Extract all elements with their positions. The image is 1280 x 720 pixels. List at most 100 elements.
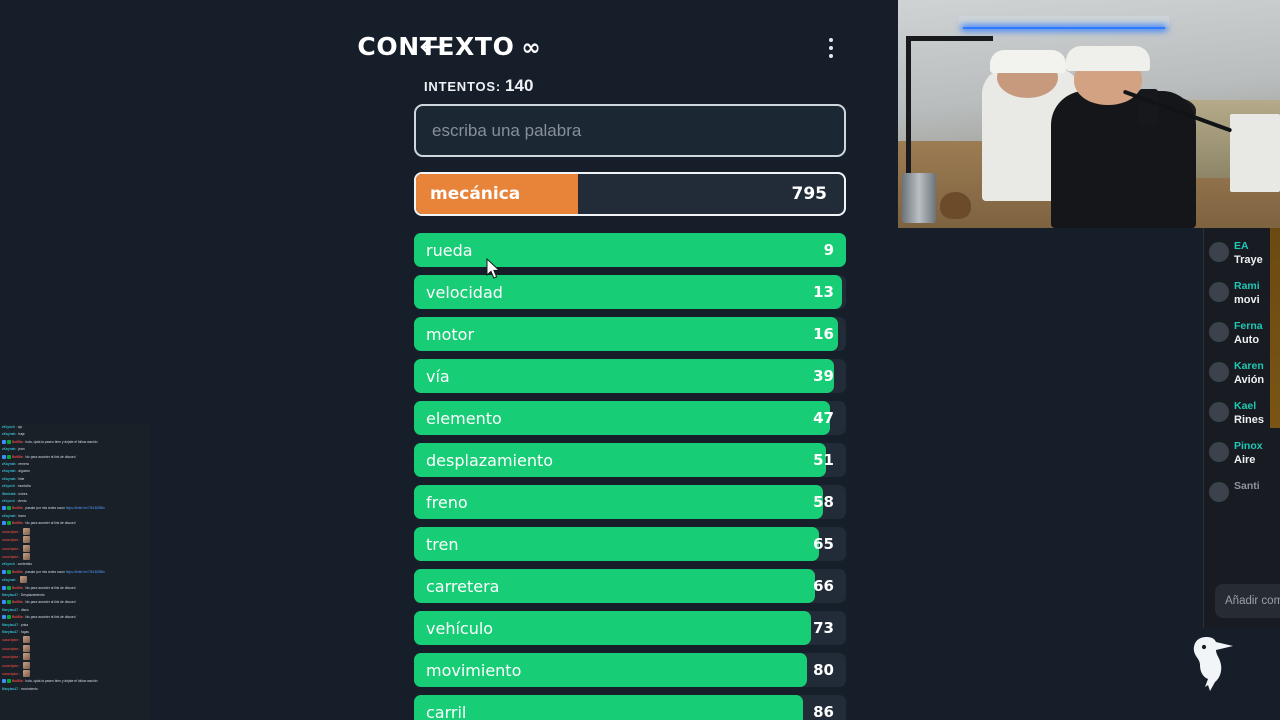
- chat-line-author: suscriptor: [2, 672, 19, 676]
- guess-row: carretera 66: [414, 569, 846, 603]
- chat-message-list: EA Traye Rami movi Ferna Auto Karen Avión Kael Ri…: [1204, 236, 1280, 516]
- toucan-logo-icon: [1186, 625, 1238, 700]
- guess-score: 39: [813, 367, 834, 385]
- search-input[interactable]: [416, 106, 844, 155]
- guess-score: 86: [813, 703, 834, 720]
- word-input-container[interactable]: [414, 104, 846, 157]
- current-guess-score: 795: [791, 184, 828, 204]
- chat-line: Marylau17 : movimiento: [2, 686, 38, 691]
- chat-emote-icon: [22, 670, 30, 677]
- chat-emote-icon: [22, 527, 30, 535]
- chat-line-author: suscriptor: [2, 638, 19, 643]
- chat-line-author: BotBla: [12, 585, 23, 590]
- chat-line: Marylau17 : Desplazamiento: [2, 592, 45, 597]
- page-title: CONTEXTO ∞: [0, 32, 898, 61]
- guess-score: 66: [813, 577, 834, 595]
- guess-word: desplazamiento: [426, 450, 554, 470]
- guess-word: carril: [426, 702, 467, 720]
- chat-line: suscriptor :: [0, 661, 150, 670]
- avatar: [1209, 242, 1229, 262]
- chat-highlight-bar: [1270, 228, 1280, 428]
- chat-line-text: ojo: [17, 425, 23, 429]
- kebab-menu-icon[interactable]: [822, 36, 840, 60]
- chat-line-author: BotBla: [12, 600, 23, 605]
- chat-line-author: zKrynch: [2, 425, 16, 429]
- chat-line: zKrynch : contenido: [2, 562, 33, 567]
- guess-bar: [414, 527, 819, 561]
- chat-line-text: algodon: [18, 469, 31, 474]
- chat-line-link[interactable]: https://linktr.ee/70t13D98tn: [65, 506, 105, 511]
- chat-line-author: zKrynch: [2, 499, 16, 504]
- guess-score: 47: [813, 409, 834, 427]
- chat-line-text: disco: [20, 607, 29, 612]
- chat-line-text: remera: [18, 462, 29, 467]
- chat-line-author: Marylau17: [2, 686, 19, 691]
- chat-line-author: Marylau17: [2, 629, 19, 634]
- stream-chat-overlay-left: zKrynch : ojo zKaynah : traje BotBla : hol…: [0, 424, 150, 720]
- chat-line-text: prisa: [20, 622, 29, 627]
- chat-text: Auto: [1234, 334, 1260, 346]
- chat-line-text: pasate por mis redes socio: [25, 569, 65, 574]
- guess-score: 16: [813, 325, 834, 343]
- attempts-counter: INTENTOS: 140: [424, 76, 533, 96]
- guess-bar: [414, 695, 803, 720]
- chat-emote-icon: [22, 644, 30, 652]
- chat-line-text: movimiento: [20, 686, 38, 691]
- current-guess-bar: [416, 174, 578, 214]
- chat-line-link[interactable]: https://linktr.ee/70t13D98tn: [65, 569, 105, 574]
- guess-row: elemento 47: [414, 401, 846, 435]
- chat-line-text: montaña: [17, 484, 31, 489]
- chat-line: BotBla : pasate por mis redes socio http…: [0, 569, 150, 576]
- chat-line-author: zKaynah: [2, 476, 16, 481]
- guess-bar: [414, 485, 823, 519]
- chat-emote-icon: [22, 552, 30, 560]
- chat-message: Karen Avión: [1204, 356, 1280, 396]
- app-title-text: CONTEXTO: [357, 32, 515, 61]
- chat-line-text: !dc para acceder al link de discord: [25, 600, 76, 605]
- chat-line-text: contenido: [17, 562, 33, 567]
- chat-emote-icon: [22, 653, 30, 661]
- chat-author: Karen: [1234, 360, 1264, 372]
- guess-row: motor 16: [414, 317, 846, 351]
- chat-line-text: !dc para acceder al link de discord: [25, 615, 76, 620]
- chat-line-author: BotBla: [12, 454, 23, 459]
- chat-line-text: !dc para acceder al link de discord: [25, 454, 76, 459]
- chat-line-author: BotBla: [12, 439, 23, 444]
- add-comment-input[interactable]: Añadir comentario...: [1215, 584, 1280, 618]
- chat-author: EA: [1234, 240, 1249, 252]
- chat-author: Pinox: [1234, 440, 1263, 452]
- chat-line: BotBla : hola, ojala la pasen bien y dej…: [0, 439, 150, 446]
- chat-line: Marylau17 : fugas: [2, 629, 29, 634]
- current-guess-word: mecánica: [430, 184, 521, 204]
- chat-line-text: viento: [17, 499, 27, 504]
- guess-row: vía 39: [414, 359, 846, 393]
- chat-line-text: traje: [18, 432, 25, 437]
- chat-line-text: !dc para acceder al link de discord: [25, 521, 76, 526]
- guess-score: 9: [823, 241, 834, 259]
- chat-line: BotBla : pasate por mis redes socio http…: [0, 505, 150, 512]
- chat-line-author: zKaynah: [2, 578, 16, 583]
- chat-line: BotBla : hola, ojala la pasen bien y dej…: [0, 678, 150, 685]
- chat-line-text: fugas: [20, 629, 29, 634]
- webcam-video-feed[interactable]: [898, 0, 1280, 228]
- chat-line: BotBla : !dc para acceder al link de dis…: [0, 585, 150, 592]
- chat-author: Kael: [1234, 400, 1257, 412]
- infinity-icon: ∞: [521, 35, 541, 61]
- guess-row: desplazamiento 51: [414, 443, 846, 477]
- chat-line-author: zKaynah: [2, 513, 16, 518]
- guess-word: rueda: [426, 240, 473, 260]
- avatar: [1209, 442, 1229, 462]
- chat-message: EA Traye: [1204, 236, 1280, 276]
- chat-line-author: BotBla: [12, 679, 23, 684]
- chat-line: zKaynah : traje: [2, 432, 25, 437]
- chat-line: zKrynch : ojo: [2, 425, 23, 429]
- chat-line: BotBla : !dc para acceder al link de dis…: [0, 599, 150, 606]
- chat-line-author: suscriptor: [2, 663, 19, 668]
- avatar: [1209, 362, 1229, 382]
- chat-emote-icon: [22, 636, 30, 644]
- chat-line: zKaynah : linte: [2, 476, 25, 481]
- chat-message: Santi: [1204, 476, 1280, 516]
- chat-line: zKaynah : jean: [2, 447, 25, 452]
- chat-line-text: linte: [18, 476, 25, 481]
- back-arrow-icon[interactable]: [416, 33, 448, 61]
